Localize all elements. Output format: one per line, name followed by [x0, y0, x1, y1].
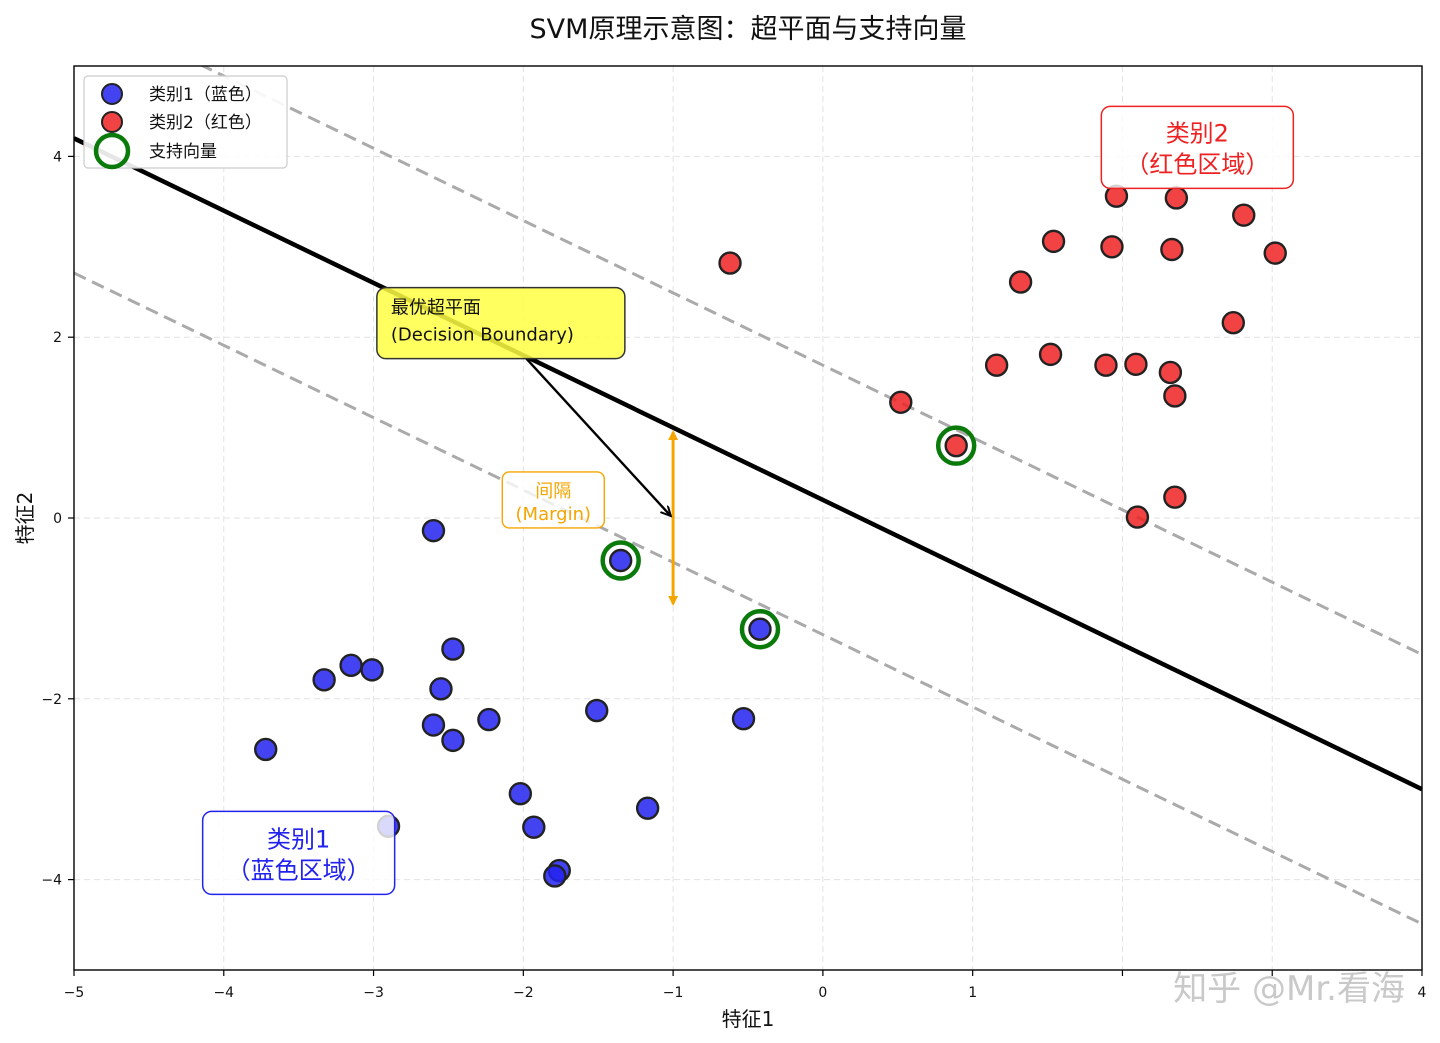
- class2-point: [1041, 229, 1066, 254]
- region1-box: [201, 810, 396, 896]
- hyperplane: [74, 136, 1422, 792]
- legend-support-label: 支持向量: [149, 142, 217, 162]
- class1-point: [543, 864, 567, 888]
- legend-class1-label: 类别1（蓝色）: [149, 85, 262, 105]
- legend-class1-marker: [101, 83, 123, 105]
- class1-point: [441, 637, 465, 661]
- class1-point: [339, 653, 363, 678]
- margin-lines: [74, 66, 1422, 926]
- y-tick-label: −2: [41, 692, 62, 708]
- class2-point: [889, 390, 913, 414]
- x-tick-label: −2: [513, 985, 534, 1001]
- margin-line-lower: [74, 271, 1422, 926]
- class2-point: [718, 251, 742, 275]
- legend-support-marker: [93, 132, 131, 170]
- class1-point: [429, 677, 453, 701]
- x-tick-label: 4: [1418, 985, 1427, 1001]
- x-tick-label: −1: [663, 985, 684, 1001]
- class2-point: [1100, 235, 1124, 259]
- y-tick-label: 4: [53, 149, 62, 165]
- hyperplane-callout-arrow: [522, 354, 670, 515]
- support-vector-ring: [600, 540, 641, 581]
- class2-point: [1038, 342, 1063, 367]
- hyperplane-label-box: [376, 286, 626, 360]
- margin-line-upper: [199, 66, 1422, 656]
- margin-label-box: [501, 471, 605, 529]
- hyperplane-label-subtitle: (Decision Boundary): [391, 325, 574, 346]
- class2-point: [1232, 203, 1256, 227]
- class2-point: [1221, 311, 1245, 335]
- class2-point: [1164, 186, 1189, 210]
- legend-box: [83, 75, 288, 169]
- legend-class2-marker: [101, 111, 123, 133]
- watermark: 知乎 @Mr.看海: [1173, 969, 1405, 1009]
- y-axis-label: 特征2: [13, 492, 37, 545]
- y-tick-label: 2: [53, 330, 62, 346]
- support-vector-ring: [739, 608, 781, 650]
- region2-box: [1100, 105, 1295, 190]
- y-tick-label: −4: [41, 873, 62, 889]
- x-axis-label: 特征1: [722, 1007, 775, 1031]
- class1-point: [635, 796, 660, 820]
- class1-point: [441, 728, 465, 753]
- class1-point: [421, 518, 446, 543]
- x-tick-label: −3: [363, 985, 384, 1001]
- support-vector-rings: [600, 425, 977, 650]
- class1-point: [360, 658, 384, 682]
- class2-point: [1125, 505, 1150, 529]
- class2-point: [1094, 353, 1118, 377]
- class2-point: [1124, 352, 1148, 377]
- class2-point: [1163, 485, 1187, 509]
- region2-title: 类别2: [1166, 119, 1229, 147]
- chart-title: SVM原理示意图：超平面与支持向量: [530, 14, 967, 45]
- class1-point: [508, 782, 533, 806]
- margin-label-subtitle: (Margin): [516, 504, 592, 525]
- x-tick-label: 0: [818, 985, 827, 1001]
- annotations: 最优超平面 (Decision Boundary) 间隔(Margin) 类别1 （蓝色…: [201, 105, 1295, 896]
- margin-label-title: 间隔: [535, 481, 571, 502]
- class2-point: [944, 433, 968, 458]
- class1-point: [421, 713, 446, 737]
- class1-point: [585, 698, 609, 723]
- class1-point: [477, 707, 501, 732]
- legend-class2-label: 类别2（红色）: [149, 113, 262, 133]
- legend: 类别1（蓝色） 类别2（红色） 支持向量: [83, 75, 288, 170]
- axis-ticks: −5 −4 −3 −2 −1 0 1 4 −4 −2 0 2 4: [41, 149, 1426, 1001]
- class1-point: [608, 548, 633, 573]
- x-tick-label: 1: [968, 985, 977, 1001]
- support-vector-ring: [935, 425, 977, 466]
- class2-point: [1163, 384, 1187, 408]
- y-tick-label: 0: [53, 511, 62, 527]
- class2-point: [1160, 237, 1184, 262]
- hyperplane-label-title: 最优超平面: [391, 298, 481, 319]
- region1-title: 类别1: [267, 825, 330, 853]
- class2-point: [984, 353, 1009, 377]
- x-tick-label: −5: [64, 985, 85, 1001]
- class2-point: [1158, 360, 1183, 385]
- class1-point: [522, 815, 546, 839]
- class1-point: [312, 668, 336, 692]
- x-tick-label: −4: [213, 985, 234, 1001]
- class2-point: [1263, 241, 1287, 265]
- region1-subtitle: （蓝色区域）: [227, 856, 371, 884]
- class2-point: [1008, 270, 1033, 294]
- hyperplane-line: [74, 136, 1422, 792]
- class1-point: [254, 737, 278, 762]
- region2-subtitle: （红色区域）: [1125, 150, 1269, 178]
- class1-point: [731, 706, 756, 731]
- class1-point: [748, 617, 772, 641]
